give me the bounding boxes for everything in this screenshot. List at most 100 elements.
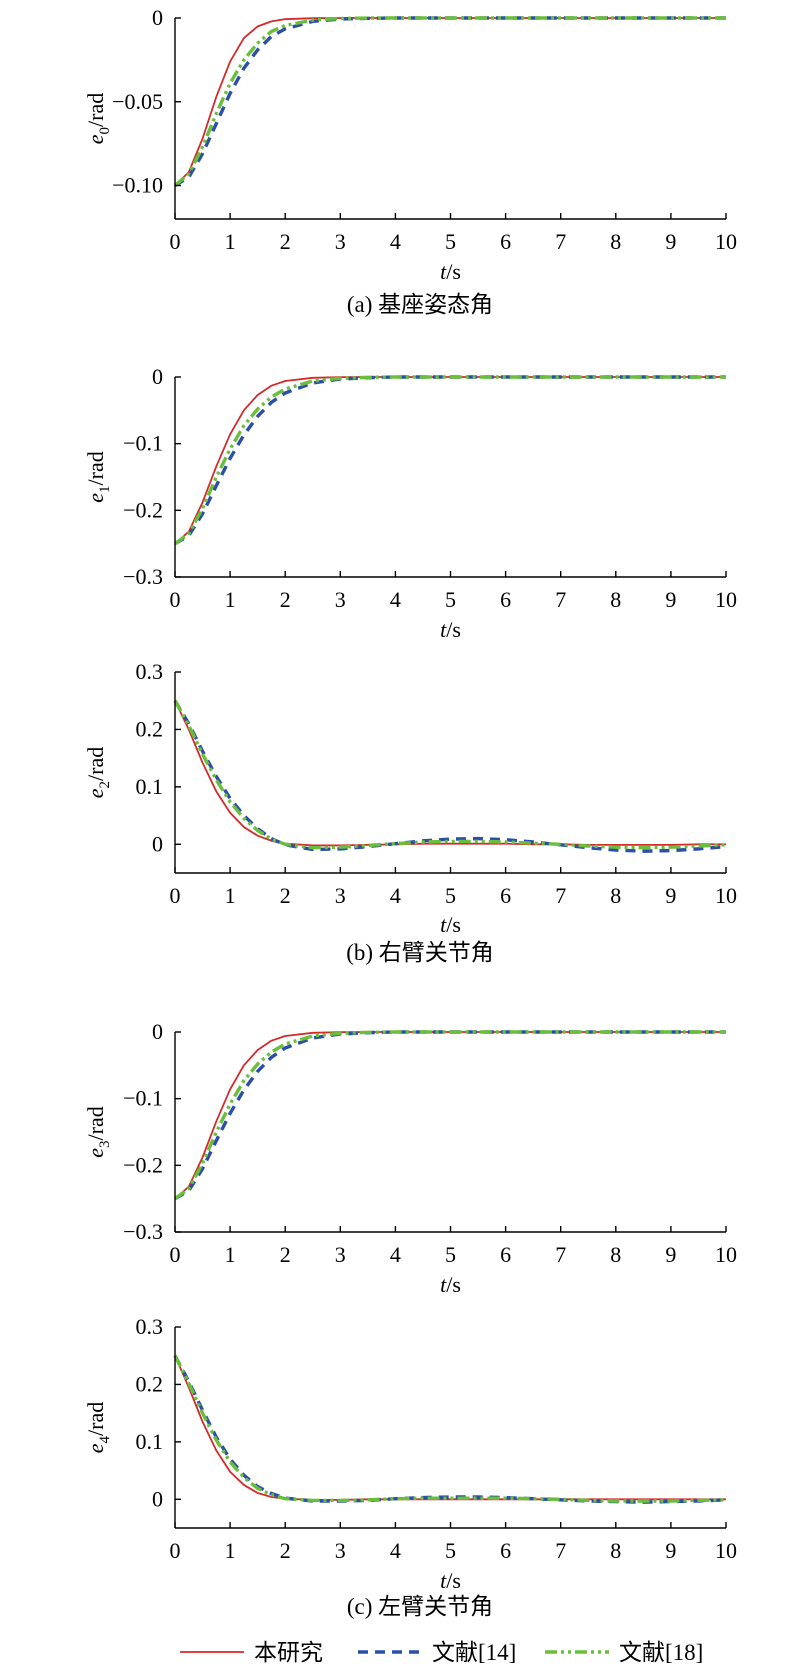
x-tick-label: 3 bbox=[335, 587, 346, 612]
x-tick-label: 0 bbox=[170, 229, 181, 254]
chart-panel-4: 0 1 2 3 4 5 6 7 8 9 10 0 0.1 0.2 0.3 t/s e4/rad bbox=[83, 1314, 737, 1593]
x-tick-label: 5 bbox=[445, 1538, 456, 1563]
y-tick-label: 0.1 bbox=[136, 1429, 164, 1454]
x-tick-label: 2 bbox=[280, 1538, 291, 1563]
x-tick-label: 6 bbox=[500, 229, 511, 254]
x-tick-label: 1 bbox=[225, 587, 236, 612]
series-line-ours bbox=[174, 1031, 726, 1200]
x-axis-title: t/s bbox=[440, 912, 461, 937]
chart-panel-3: 0 1 2 3 4 5 6 7 8 9 10 0 −0.1 −0.2 −0.3 t/s e3/rad bbox=[83, 1019, 737, 1297]
caption-c: (c) 左臂关节角 bbox=[347, 1594, 493, 1619]
x-tick-label: 10 bbox=[715, 1538, 737, 1563]
x-axis-title: t/s bbox=[440, 617, 461, 642]
y-tick-label: 0.1 bbox=[136, 774, 164, 799]
x-tick-label: 8 bbox=[610, 883, 621, 908]
legend-label-ref18: 文献[18] bbox=[619, 1640, 703, 1665]
y-tick-label: 0.2 bbox=[136, 1371, 164, 1396]
x-tick-label: 1 bbox=[225, 229, 236, 254]
y-axis-title: e3/rad bbox=[83, 1106, 113, 1157]
series-line-ref14 bbox=[173, 699, 727, 853]
x-axis-title: t/s bbox=[440, 259, 461, 284]
y-tick-label: 0 bbox=[152, 364, 163, 389]
chart-panel-1: 0 1 2 3 4 5 6 7 8 9 10 0 −0.1 −0.2 −0.3 t/s e1/rad bbox=[83, 364, 737, 642]
x-tick-label: 1 bbox=[225, 883, 236, 908]
y-tick-label: −0.1 bbox=[123, 431, 163, 456]
x-tick-label: 10 bbox=[715, 229, 737, 254]
x-tick-label: 5 bbox=[445, 883, 456, 908]
series-line-ours bbox=[174, 376, 726, 545]
caption-b: (b) 右臂关节角 bbox=[346, 940, 494, 965]
x-tick-label: 7 bbox=[555, 883, 566, 908]
series-line-ours bbox=[174, 1355, 726, 1501]
x-tick-label: 5 bbox=[445, 229, 456, 254]
x-tick-label: 7 bbox=[555, 229, 566, 254]
x-tick-label: 6 bbox=[500, 1538, 511, 1563]
x-tick-label: 9 bbox=[665, 883, 676, 908]
y-axis-title: e1/rad bbox=[83, 451, 113, 502]
y-tick-label: 0 bbox=[152, 1019, 163, 1044]
x-tick-label: 7 bbox=[555, 1242, 566, 1267]
legend-label-ours: 本研究 bbox=[254, 1640, 323, 1665]
x-tick-label: 3 bbox=[335, 229, 346, 254]
x-tick-label: 0 bbox=[170, 1242, 181, 1267]
y-tick-label: 0 bbox=[152, 5, 163, 30]
series-line-ours bbox=[174, 700, 726, 847]
x-tick-label: 6 bbox=[500, 587, 511, 612]
y-tick-label: −0.3 bbox=[123, 564, 163, 589]
y-tick-label: −0.3 bbox=[123, 1219, 163, 1244]
legend-label-ref14: 文献[14] bbox=[432, 1640, 516, 1665]
x-tick-label: 9 bbox=[665, 587, 676, 612]
y-tick-label: 0.2 bbox=[136, 716, 164, 741]
y-axis-title: e2/rad bbox=[83, 747, 113, 798]
x-tick-label: 3 bbox=[335, 883, 346, 908]
series-line-ref18 bbox=[173, 16, 726, 187]
x-axis-title: t/s bbox=[440, 1568, 461, 1593]
y-axis-title: e0/rad bbox=[83, 93, 113, 144]
series-line-ref18 bbox=[173, 699, 727, 850]
x-tick-label: 7 bbox=[555, 587, 566, 612]
x-tick-label: 10 bbox=[715, 1242, 737, 1267]
x-tick-label: 8 bbox=[610, 1538, 621, 1563]
x-tick-label: 2 bbox=[280, 229, 291, 254]
x-tick-label: 9 bbox=[665, 229, 676, 254]
x-tick-label: 2 bbox=[280, 883, 291, 908]
y-axis-title: e4/rad bbox=[83, 1402, 113, 1453]
x-tick-label: 10 bbox=[715, 883, 737, 908]
chart-panel-0: 0 1 2 3 4 5 6 7 8 9 10 0 −0.05 −0.10 t/s e0/rad bbox=[83, 5, 737, 284]
x-tick-label: 4 bbox=[390, 229, 401, 254]
x-tick-label: 9 bbox=[665, 1538, 676, 1563]
y-tick-label: 0.3 bbox=[136, 659, 164, 684]
x-tick-label: 4 bbox=[390, 1538, 401, 1563]
y-tick-label: −0.2 bbox=[123, 1152, 163, 1177]
x-tick-label: 1 bbox=[225, 1242, 236, 1267]
chart-panel-2: 0 1 2 3 4 5 6 7 8 9 10 0 0.1 0.2 0.3 t/s e2/rad bbox=[83, 659, 737, 937]
series-line-ref14 bbox=[174, 375, 726, 546]
x-tick-label: 8 bbox=[610, 587, 621, 612]
caption-a: (a) 基座姿态角 bbox=[347, 292, 493, 317]
legend: 本研究 文献[14] 文献[18] bbox=[180, 1640, 703, 1665]
x-tick-label: 4 bbox=[390, 1242, 401, 1267]
x-tick-label: 0 bbox=[170, 587, 181, 612]
x-tick-label: 8 bbox=[610, 229, 621, 254]
series-line-ref18 bbox=[174, 1030, 726, 1201]
x-tick-label: 9 bbox=[665, 1242, 676, 1267]
x-tick-label: 3 bbox=[335, 1538, 346, 1563]
y-tick-label: 0.3 bbox=[136, 1314, 164, 1339]
x-tick-label: 2 bbox=[280, 587, 291, 612]
x-tick-label: 4 bbox=[390, 883, 401, 908]
x-tick-label: 5 bbox=[445, 1242, 456, 1267]
x-tick-label: 10 bbox=[715, 587, 737, 612]
x-tick-label: 4 bbox=[390, 587, 401, 612]
x-tick-label: 1 bbox=[225, 1538, 236, 1563]
x-tick-label: 6 bbox=[500, 1242, 511, 1267]
x-tick-label: 8 bbox=[610, 1242, 621, 1267]
x-tick-label: 2 bbox=[280, 1242, 291, 1267]
y-tick-label: −0.1 bbox=[123, 1086, 163, 1111]
x-tick-label: 6 bbox=[500, 883, 511, 908]
x-tick-label: 0 bbox=[170, 883, 181, 908]
y-tick-label: −0.05 bbox=[112, 89, 163, 114]
y-tick-label: −0.2 bbox=[123, 497, 163, 522]
x-axis-title: t/s bbox=[440, 1272, 461, 1297]
y-tick-label: 0 bbox=[152, 1486, 163, 1511]
